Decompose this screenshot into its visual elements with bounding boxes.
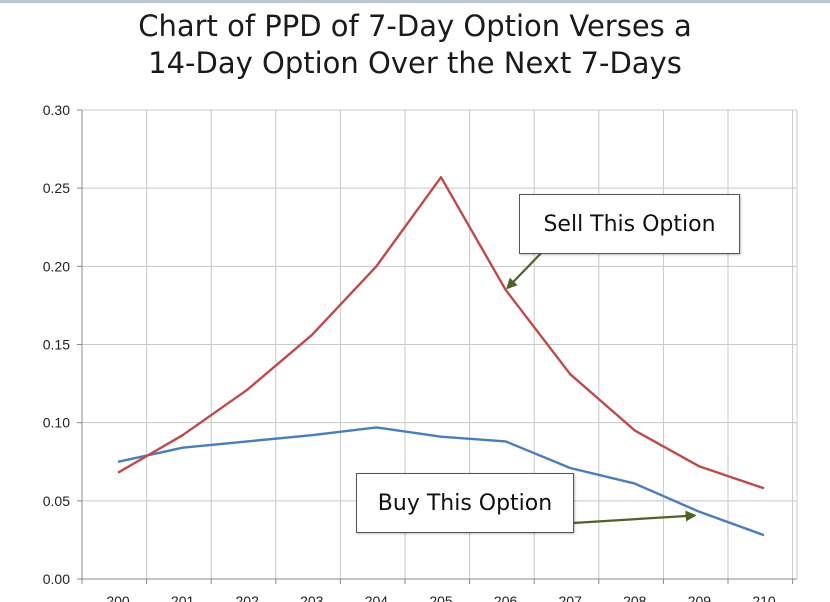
- y-tick-label: 0.00: [43, 571, 70, 587]
- x-tick-label: 203: [300, 593, 324, 602]
- buy-option-callout: Buy This Option: [356, 473, 574, 533]
- y-tick-label: 0.20: [43, 258, 70, 274]
- x-tick-label: 201: [171, 593, 195, 602]
- buy-option-arrow: [556, 510, 697, 526]
- chart-title: Chart of PPD of 7-Day Option Verses a 14…: [0, 8, 830, 82]
- series-lines: [117, 175, 765, 537]
- y-tick-label: 0.10: [43, 415, 70, 431]
- x-tick-label: 204: [365, 593, 389, 602]
- top-border: [0, 0, 830, 3]
- axes: [77, 109, 797, 584]
- sell-option-callout-text: Sell This Option: [543, 211, 716, 237]
- y-tick-label: 0.25: [43, 180, 70, 196]
- x-tick-label: 200: [106, 593, 130, 602]
- x-tick-label: 205: [429, 593, 453, 602]
- y-tick-labels: 0.00 0.05 0.10 0.15 0.20 0.25 0.30: [43, 102, 70, 587]
- x-tick-label: 202: [236, 593, 260, 602]
- y-tick-label: 0.30: [43, 102, 70, 118]
- x-tick-label: 206: [494, 593, 518, 602]
- sell-option-callout: Sell This Option: [519, 194, 740, 254]
- y-tick-label: 0.15: [43, 337, 70, 353]
- x-tick-label: 209: [688, 593, 712, 602]
- buy-option-callout-text: Buy This Option: [377, 490, 553, 516]
- chart-title-line-2: 14-Day Option Over the Next 7-Days: [148, 46, 682, 80]
- series-line-2: [117, 175, 765, 490]
- y-tick-label: 0.05: [43, 493, 70, 509]
- x-tick-labels: 200 201 202 203 204 205 206 207 208 209 210: [106, 593, 776, 602]
- x-tick-label: 207: [559, 593, 583, 602]
- x-tick-label: 210: [752, 593, 776, 602]
- grid-lines: [82, 109, 798, 579]
- x-tick-label: 208: [623, 593, 647, 602]
- series-line-1: [117, 426, 765, 537]
- chart-title-line-1: Chart of PPD of 7-Day Option Verses a: [138, 9, 692, 43]
